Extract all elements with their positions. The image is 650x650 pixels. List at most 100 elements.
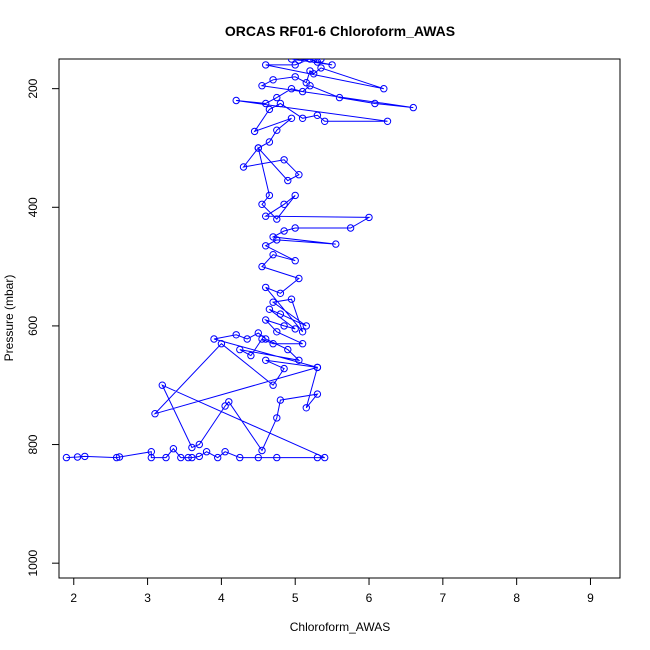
data-point [380, 85, 388, 93]
data-point [298, 87, 307, 96]
data-point [332, 240, 340, 248]
data-point [295, 59, 303, 64]
data-point [302, 79, 310, 87]
data-point [276, 99, 285, 108]
data-point [158, 381, 167, 389]
data-point [254, 453, 262, 462]
y-tick-label: 600 [26, 316, 40, 336]
data-point [269, 76, 277, 84]
data-point [317, 64, 325, 72]
data-point [62, 453, 71, 462]
data-point [225, 398, 233, 406]
data-point [287, 114, 296, 123]
series-line [66, 59, 414, 459]
data-point [262, 99, 270, 108]
x-tick-label: 3 [144, 591, 151, 605]
data-point [217, 340, 226, 348]
data-point [273, 328, 281, 336]
data-point [265, 105, 274, 114]
data-point [302, 322, 310, 330]
data-point [291, 224, 299, 232]
data-point [383, 117, 392, 126]
data-point [313, 111, 322, 120]
data-point [295, 356, 303, 364]
data-point [115, 453, 124, 461]
data-point [151, 410, 159, 418]
data-point [195, 452, 204, 461]
x-axis-label: Chloroform_AWAS [290, 620, 390, 634]
data-point [258, 82, 266, 90]
data-point [236, 453, 244, 462]
y-axis: 200 400 600 800 1000 [26, 78, 59, 577]
data-point [321, 453, 329, 462]
data-point [302, 404, 310, 412]
data-point [276, 289, 285, 297]
y-tick-label: 800 [26, 434, 40, 454]
data-point [313, 390, 322, 398]
data-point [365, 213, 373, 222]
data-point [236, 345, 244, 354]
data-point [317, 59, 325, 63]
data-point [280, 322, 288, 330]
data-point [328, 61, 336, 69]
data-point [262, 242, 270, 250]
data-point [258, 446, 266, 455]
data-point [276, 310, 285, 318]
data-point [177, 453, 185, 462]
x-tick-label: 4 [218, 591, 225, 605]
data-point [243, 335, 251, 343]
data-point [280, 364, 288, 373]
data-point [262, 212, 270, 220]
data-point [221, 448, 229, 456]
x-tick-label: 2 [70, 591, 77, 605]
data-point [162, 453, 170, 462]
data-point [254, 329, 262, 337]
data-point [258, 200, 266, 209]
data-point [262, 316, 270, 324]
y-axis-label: Pressure (mbar) [2, 275, 16, 362]
data-point [262, 61, 270, 69]
data-point [291, 61, 299, 69]
data-point [273, 414, 281, 422]
data-point [73, 453, 82, 461]
data-point [321, 117, 329, 126]
data-point [258, 262, 266, 271]
data-point [371, 99, 379, 108]
data-point [269, 298, 277, 306]
data-point [188, 453, 196, 462]
data-point [287, 59, 296, 63]
data-point [262, 356, 270, 364]
data-point [291, 325, 299, 333]
data-point [295, 274, 303, 283]
data-point [291, 191, 299, 200]
data-point [202, 448, 211, 456]
data-point [232, 96, 240, 105]
data-point [313, 453, 322, 462]
data-point [184, 453, 192, 462]
y-tick-label: 400 [26, 197, 40, 217]
data-point [295, 171, 303, 179]
data-point [221, 402, 229, 410]
data-point [273, 453, 281, 462]
data-point [214, 453, 222, 462]
plot-frame [58, 58, 621, 579]
data-point [265, 138, 274, 146]
data-point [273, 215, 281, 223]
data-point [291, 73, 299, 81]
data-point [250, 127, 259, 136]
data-point [232, 331, 240, 339]
data-point [280, 227, 288, 235]
data-point [306, 59, 314, 63]
data-point [310, 59, 318, 63]
data-point [298, 114, 307, 123]
data-point [254, 144, 262, 152]
data-point [310, 70, 318, 78]
data-point [291, 257, 299, 265]
x-tick-label: 8 [513, 591, 520, 605]
data-point [409, 103, 417, 112]
data-point [81, 452, 89, 461]
data-point [239, 163, 248, 171]
data-point [313, 363, 322, 372]
data-point [169, 445, 178, 453]
